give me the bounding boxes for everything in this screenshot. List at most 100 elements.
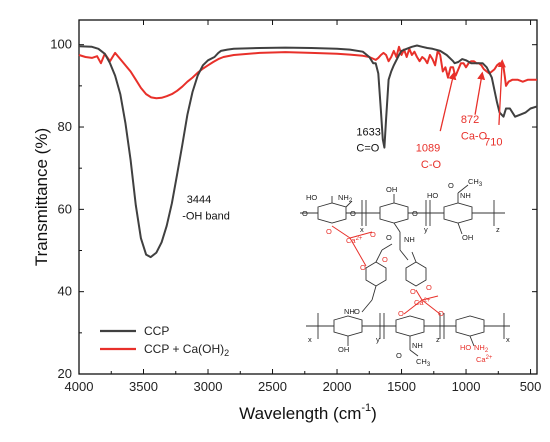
struct-label-o: O (302, 209, 308, 218)
struct-label-o: O (354, 307, 360, 316)
struct-ca-bond (403, 299, 423, 315)
x-tick-label: 3500 (129, 379, 158, 394)
struct-label-z: z (436, 335, 440, 344)
x-tick-label: 2000 (323, 379, 352, 394)
x-tick-label: 4000 (65, 379, 94, 394)
series-ccp-line (78, 44, 538, 259)
x-axis-title-sup: -1 (361, 402, 371, 414)
struct-label-o-red: O (410, 287, 416, 296)
x-tick-label: 500 (520, 379, 542, 394)
struct-label-ca: Ca2+ (414, 298, 431, 307)
struct-label-o: O (350, 209, 356, 218)
struct-label-o-red: O (370, 230, 376, 239)
struct-label-ca-sup: 2+ (356, 236, 363, 242)
x-axis-title-end: ) (371, 404, 377, 423)
legend-label-ccp-caoh2-sub: 2 (224, 348, 229, 358)
y-tick-label: 20 (58, 366, 72, 381)
struct-ring-upper-2 (379, 202, 409, 224)
struct-label-ca-sup: 2+ (486, 355, 493, 361)
annotation-a1089-num: 1089 (416, 143, 440, 155)
y-tick-label: 100 (50, 37, 72, 52)
struct-bond (457, 184, 469, 194)
annotation-a1633-lbl: C=O (356, 143, 379, 155)
struct-label-nh2-red: NH2 (474, 343, 489, 354)
y-tick-label: 40 (58, 284, 72, 299)
struct-ring-upper-3 (443, 202, 473, 224)
struct-label-ch3-main: CH (468, 177, 479, 186)
chemical-structure-labels: HO NH2 OH NH O HO NH O CH3 OH O O O x y … (302, 177, 510, 368)
annotation-a3444-num: 3444 (187, 194, 211, 206)
struct-ca-bond (331, 225, 351, 239)
x-axis-title-main: Wavelength (cm (239, 404, 361, 423)
struct-label-o: O (386, 233, 392, 242)
y-tick-label: 60 (58, 201, 72, 216)
struct-label-ho: HO (306, 193, 317, 202)
struct-label-o: O (396, 351, 402, 360)
struct-label-nh: NH (404, 235, 415, 244)
struct-label-y: y (376, 335, 380, 344)
struct-label-ho-red: HO (460, 343, 471, 352)
struct-label-o: O (412, 209, 418, 218)
annotation-a1633-num: 1633 (356, 126, 380, 138)
struct-bond (361, 299, 373, 313)
annotation-a1089-lbl: C-O (421, 159, 442, 171)
struct-label-ca-sup: 2+ (424, 298, 431, 304)
struct-label-o: O (448, 181, 454, 190)
struct-bond (371, 285, 377, 301)
struct-bond (345, 200, 353, 208)
struct-label-o-red: O (326, 227, 332, 236)
struct-label-ca: Ca2+ (476, 355, 493, 364)
struct-bond (393, 222, 401, 233)
struct-bond (469, 335, 475, 347)
struct-label-o-red: O (360, 263, 366, 272)
struct-label-ch3: CH3 (468, 177, 483, 188)
x-tick-label: 1500 (387, 379, 416, 394)
struct-label-nh: NH (412, 341, 423, 350)
plot-frame (78, 19, 538, 375)
struct-label-x: x (506, 335, 510, 344)
legend-label-ccp: CCP (144, 324, 169, 338)
struct-ring-aromatic-2 (405, 261, 427, 287)
struct-label-ho: HO (427, 191, 438, 200)
struct-bond (409, 349, 419, 357)
struct-label-nh2-main: NH (474, 343, 485, 352)
struct-ring-aromatic-1 (365, 261, 387, 287)
x-tick-label: 1000 (452, 379, 481, 394)
struct-label-oh: OH (338, 345, 349, 354)
series-layer (78, 44, 538, 259)
struct-label-ca-main: Ca (346, 236, 356, 245)
struct-label-nh2: NH2 (338, 193, 353, 204)
struct-ca-bond (349, 237, 367, 267)
y-tick-label: 80 (58, 119, 72, 134)
struct-label-y: y (424, 225, 428, 234)
struct-bond (457, 222, 463, 235)
x-axis-title: Wavelength (cm-1) (239, 402, 377, 423)
struct-label-nh2-main: NH (338, 193, 349, 202)
series-ccp-caoh2-line (78, 45, 537, 100)
struct-label-nh2-sub: 2 (349, 198, 353, 204)
struct-label-o-red: O (382, 255, 388, 264)
struct-label-z: z (496, 225, 500, 234)
arrow-1089 (439, 71, 457, 132)
arrow-872 (474, 71, 486, 115)
struct-label-oh: OH (386, 185, 397, 194)
struct-bond (399, 249, 409, 261)
struct-label-ca-main: Ca (414, 298, 424, 307)
struct-label-ca: Ca2+ (346, 236, 363, 245)
annotation-a872-num: 872 (461, 114, 479, 126)
struct-label-o-red: O (438, 309, 444, 318)
struct-bond (375, 249, 383, 263)
struct-ring-upper-1 (317, 202, 347, 224)
struct-label-o-red: O (426, 283, 432, 292)
struct-label-ch3-main: CH (416, 357, 427, 366)
x-tick-label: 3000 (194, 379, 223, 394)
struct-label-nh: NH (460, 191, 471, 200)
struct-label-nh: NH (344, 307, 355, 316)
struct-ring-lower-2 (395, 315, 425, 337)
struct-label-oh: OH (462, 233, 473, 242)
struct-ca-bond (349, 231, 373, 239)
struct-label-o-red: O (398, 309, 404, 318)
struct-bond (381, 243, 393, 251)
